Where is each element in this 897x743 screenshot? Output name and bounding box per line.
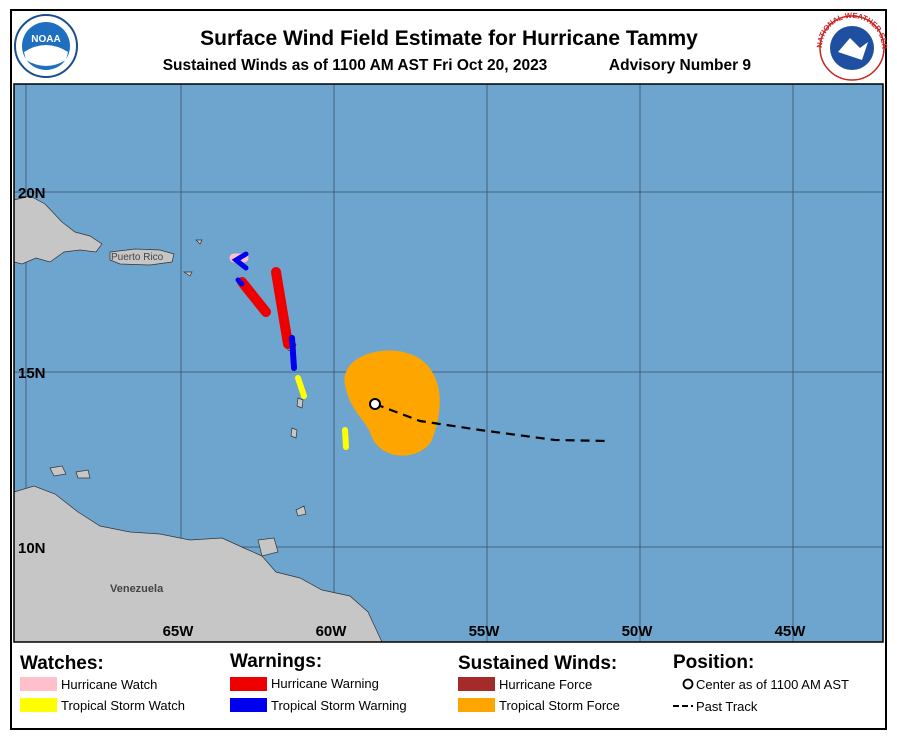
swatch <box>458 698 495 712</box>
lon-label: 65W <box>163 623 195 640</box>
legend-heading: Warnings: <box>230 651 322 672</box>
legend: Watches: Hurricane Watch Tropical Storm … <box>20 651 849 714</box>
noaa-logo: NOAA <box>14 14 78 78</box>
lat-label: 15N <box>18 365 46 382</box>
lat-label: 20N <box>18 185 46 202</box>
lon-label: 45W <box>775 623 807 640</box>
swatch <box>230 677 267 691</box>
swatch <box>20 677 57 691</box>
legend-item: Past Track <box>696 699 758 714</box>
tropical-storm-force-wind-field <box>344 350 440 456</box>
swatch <box>458 677 495 691</box>
subtitle: Sustained Winds as of 1100 AM AST Fri Oc… <box>163 57 548 74</box>
lon-label: 60W <box>316 623 348 640</box>
legend-item: Tropical Storm Force <box>499 698 620 713</box>
title: Surface Wind Field Estimate for Hurrican… <box>200 27 698 50</box>
legend-item: Tropical Storm Watch <box>61 698 185 713</box>
place-label: Venezuela <box>110 583 164 595</box>
advisory: Advisory Number 9 <box>609 57 752 74</box>
legend-item: Hurricane Watch <box>61 677 157 692</box>
legend-heading: Position: <box>673 652 754 673</box>
center-position <box>369 398 381 410</box>
legend-heading: Watches: <box>20 653 104 674</box>
coastal-alerts <box>229 251 349 450</box>
map: 20N 15N 10N 65W 60W 55W 50W 45W Puerto R… <box>13 83 884 643</box>
lon-label: 55W <box>469 623 501 640</box>
lat-label: 10N <box>18 540 46 557</box>
legend-item: Hurricane Warning <box>271 676 379 691</box>
map-border <box>13 83 884 643</box>
legend-item: Hurricane Force <box>499 677 592 692</box>
past-track <box>374 402 609 443</box>
legend-heading: Sustained Winds: <box>458 653 617 674</box>
place-label: Puerto Rico <box>111 252 164 263</box>
legend-item: Center as of 1100 AM AST <box>696 677 849 692</box>
land <box>13 195 383 643</box>
swatch <box>230 698 267 712</box>
swatch <box>20 698 57 712</box>
noaa-text: NOAA <box>31 34 60 45</box>
lon-label: 50W <box>622 623 654 640</box>
legend-item: Tropical Storm Warning <box>271 698 407 713</box>
center-symbol <box>682 678 694 690</box>
